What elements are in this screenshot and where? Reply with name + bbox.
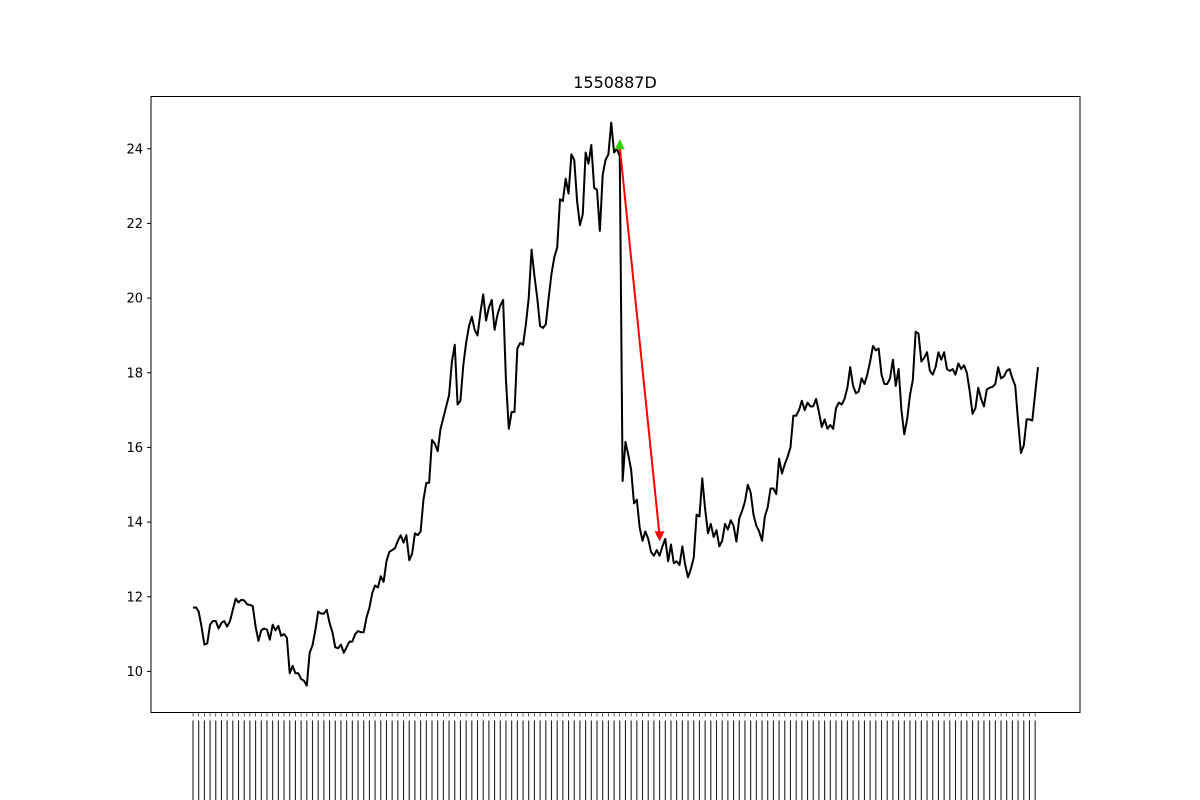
chart-title: 1550887D	[573, 73, 657, 92]
trend-arrow-line	[618, 146, 661, 537]
x-axis	[192, 712, 1036, 800]
series-layer	[192, 121, 1039, 687]
peak-marker	[614, 139, 625, 150]
y-tick-label: 22	[126, 217, 143, 232]
y-tick-label: 14	[126, 516, 143, 531]
y-tick-label: 20	[126, 292, 143, 307]
y-tick-label: 12	[126, 590, 143, 605]
y-tick-label: 10	[126, 665, 143, 680]
y-tick-label: 18	[126, 366, 143, 381]
y-tick-label: 24	[126, 142, 143, 157]
y-axis: 10 12 14 16 18 20 22 24	[126, 142, 151, 680]
y-tick-label: 16	[126, 441, 143, 456]
trough-marker	[654, 531, 665, 542]
annotation-layer	[614, 139, 665, 542]
plot-area-frame	[150, 96, 1081, 713]
price-series-line	[192, 121, 1039, 687]
